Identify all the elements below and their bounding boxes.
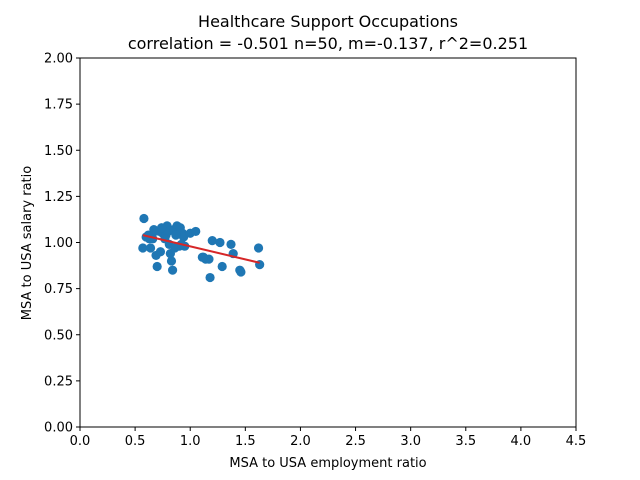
data-point (205, 272, 215, 283)
data-point (152, 261, 162, 272)
data-point (217, 261, 227, 272)
data-point (166, 256, 177, 266)
x-tick-label: 2.0 (290, 434, 311, 449)
y-tick-label: 0.75 (44, 282, 73, 297)
x-axis-label: MSA to USA employment ratio (229, 456, 426, 471)
data-point (139, 213, 149, 224)
data-point (236, 267, 246, 277)
x-tick-label: 1.0 (180, 434, 201, 449)
data-point (198, 252, 209, 262)
data-point (145, 243, 156, 253)
y-tick-label: 1.75 (44, 98, 73, 113)
y-tick-label: 1.00 (44, 236, 73, 251)
y-tick-label: 2.00 (44, 52, 73, 67)
y-tick-label: 0.25 (44, 374, 73, 389)
data-point (156, 223, 167, 233)
data-point (207, 236, 217, 246)
data-point (171, 230, 181, 240)
plot-marks (138, 213, 265, 283)
axis-ticks: 0.0 0.5 1.0 1.5 2.0 2.5 3.0 3.5 4.0 4.5 0.00 0.25 0.… (44, 52, 586, 450)
x-tick-label: 4.5 (566, 434, 587, 449)
x-tick-label: 2.5 (345, 434, 366, 449)
data-point (253, 243, 264, 253)
x-tick-label: 1.5 (235, 434, 256, 449)
y-tick-label: 0.50 (44, 328, 73, 343)
data-point (155, 247, 166, 257)
x-tick-label: 3.5 (455, 434, 476, 449)
data-point (167, 265, 178, 275)
data-point (215, 237, 225, 248)
plot-frame (79, 57, 577, 428)
regression-line (142, 234, 260, 264)
x-tick-label: 0.5 (125, 434, 146, 449)
y-tick-label: 1.25 (44, 190, 73, 205)
x-tick-label: 3.0 (400, 434, 421, 449)
x-tick-label: 0.0 (70, 434, 91, 449)
chart-subtitle: correlation = -0.501 n=50, m=-0.137, r^2… (128, 34, 528, 53)
data-point (226, 239, 236, 249)
x-tick-label: 4.0 (511, 434, 532, 449)
y-tick-label: 0.00 (44, 421, 73, 436)
data-point (191, 226, 201, 237)
y-axis-label: MSA to USA salary ratio (20, 166, 35, 320)
y-tick-label: 1.50 (44, 144, 73, 159)
data-point (138, 243, 148, 253)
chart-title: Healthcare Support Occupations (198, 12, 458, 31)
